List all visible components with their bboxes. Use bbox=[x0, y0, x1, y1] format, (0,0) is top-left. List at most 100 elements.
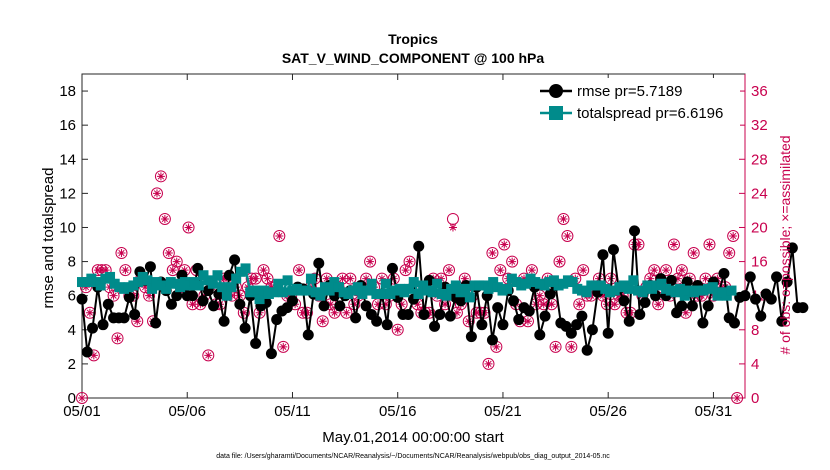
rmse-point bbox=[702, 300, 714, 312]
rmse-point bbox=[744, 271, 756, 283]
obs-assimilated-point bbox=[662, 266, 671, 275]
rmse-point bbox=[434, 308, 446, 320]
x-tick-label: 05/21 bbox=[484, 403, 522, 420]
totalspread-point bbox=[679, 290, 690, 301]
obs-assimilated-point bbox=[705, 240, 714, 249]
obs-assimilated-point bbox=[85, 308, 94, 317]
obs-possible-point bbox=[494, 264, 507, 277]
obs-assimilated-point bbox=[145, 291, 154, 300]
rmse-point bbox=[497, 319, 509, 331]
rmse-point bbox=[534, 329, 546, 341]
obs-assimilated-point bbox=[500, 240, 509, 249]
obs-assimilated-point bbox=[464, 317, 473, 326]
totalspread-point bbox=[277, 287, 288, 298]
totalspread-point bbox=[380, 278, 391, 289]
obs-assimilated-point bbox=[555, 257, 564, 266]
totalspread-point bbox=[282, 275, 293, 286]
obs-assimilated-point bbox=[239, 308, 248, 317]
totalspread-point bbox=[366, 278, 377, 289]
rmse-point bbox=[144, 261, 156, 273]
obs-assimilated-point bbox=[204, 351, 213, 360]
obs-assimilated-point bbox=[520, 274, 528, 283]
totalspread-point bbox=[432, 278, 443, 289]
totalspread-point bbox=[315, 290, 326, 301]
obs-assimilated-point bbox=[654, 300, 663, 309]
rmse-point bbox=[623, 315, 635, 327]
rmse-point bbox=[350, 312, 362, 324]
obs-assimilated-point bbox=[152, 189, 161, 198]
obs-possible-point bbox=[557, 212, 570, 225]
rmse-point bbox=[618, 295, 630, 307]
rmse-point bbox=[781, 276, 793, 288]
rmse-point bbox=[544, 288, 556, 300]
totalspread-point bbox=[324, 285, 335, 296]
rmse-point bbox=[239, 322, 251, 334]
obs-assimilated-point bbox=[701, 274, 710, 283]
rmse-point bbox=[76, 293, 88, 305]
totalspread-point bbox=[142, 275, 153, 286]
totalspread-point bbox=[460, 283, 471, 294]
totalspread-point bbox=[656, 278, 667, 289]
totalspread-point bbox=[376, 288, 387, 299]
totalspread-point bbox=[488, 277, 499, 288]
y-right-tick-label: 28 bbox=[751, 151, 768, 168]
rmse-point bbox=[607, 244, 619, 256]
obs-assimilated-point bbox=[113, 334, 122, 343]
obs-assimilated-point bbox=[326, 300, 335, 309]
totalspread-point bbox=[105, 271, 116, 282]
y-right-tick-label: 0 bbox=[751, 390, 759, 407]
obs-possible-point bbox=[261, 272, 274, 285]
obs-possible-point bbox=[553, 255, 566, 268]
totalspread-point bbox=[273, 278, 284, 289]
obs-possible-point bbox=[399, 264, 412, 277]
rmse-point bbox=[523, 305, 535, 317]
obs-assimilated-point bbox=[342, 308, 351, 317]
y-right-axis-label: # of obs: o=possible; ×=assimilated bbox=[777, 135, 793, 354]
rmse-point bbox=[218, 315, 230, 327]
obs-assimilated-point bbox=[263, 274, 272, 283]
rmse-point bbox=[602, 327, 614, 339]
totalspread-point bbox=[721, 290, 732, 301]
obs-assimilated-point bbox=[180, 266, 189, 275]
plot-area: 05/01 05/06 05/11 05/16 05/21 05/26 05/3102468… bbox=[59, 73, 809, 420]
rmse-point bbox=[465, 331, 477, 343]
obs-assimilated-point bbox=[362, 274, 371, 283]
obs-assimilated-point bbox=[330, 308, 339, 317]
rmse-point bbox=[581, 344, 593, 356]
x-axis-label: May.01,2014 00:00:00 start bbox=[322, 429, 504, 446]
obs-possible-point bbox=[257, 264, 270, 277]
rmse-point bbox=[360, 300, 372, 312]
data-file-footnote: data file: /Users/gharamti/Documents/NCA… bbox=[216, 453, 610, 460]
obs-assimilated-point bbox=[318, 317, 327, 326]
rmse-point bbox=[639, 297, 651, 309]
obs-assimilated-point bbox=[452, 308, 461, 317]
obs-assimilated-point bbox=[338, 274, 347, 283]
obs-assimilated-point bbox=[117, 249, 126, 258]
obs-assimilated-point bbox=[681, 308, 690, 317]
rmse-point bbox=[476, 319, 488, 331]
obs-assimilated-point bbox=[448, 223, 457, 232]
rmse-point bbox=[313, 257, 325, 269]
obs-assimilated-point bbox=[373, 300, 382, 309]
totalspread-point bbox=[707, 282, 718, 293]
obs-possible-point bbox=[660, 264, 673, 277]
rmse-point bbox=[381, 319, 393, 331]
y-tick-label: 4 bbox=[68, 322, 76, 339]
obs-possible-point bbox=[111, 332, 124, 345]
obs-possible-point bbox=[293, 264, 306, 277]
x-tick-label: 05/06 bbox=[168, 403, 206, 420]
obs-possible-point bbox=[154, 170, 167, 183]
rmse-point bbox=[123, 291, 135, 303]
y-tick-label: 2 bbox=[68, 356, 76, 373]
totalspread-point bbox=[254, 294, 265, 305]
obs-assimilated-point bbox=[377, 274, 386, 283]
legend-marker-totalspread bbox=[549, 106, 563, 120]
obs-assimilated-point bbox=[89, 351, 98, 360]
rmse-point bbox=[755, 310, 767, 322]
obs-assimilated-point bbox=[160, 214, 169, 223]
obs-assimilated-point bbox=[559, 214, 568, 223]
obs-assimilated-point bbox=[81, 283, 90, 292]
rmse-point bbox=[765, 293, 777, 305]
y-right-tick-label: 32 bbox=[751, 117, 768, 134]
